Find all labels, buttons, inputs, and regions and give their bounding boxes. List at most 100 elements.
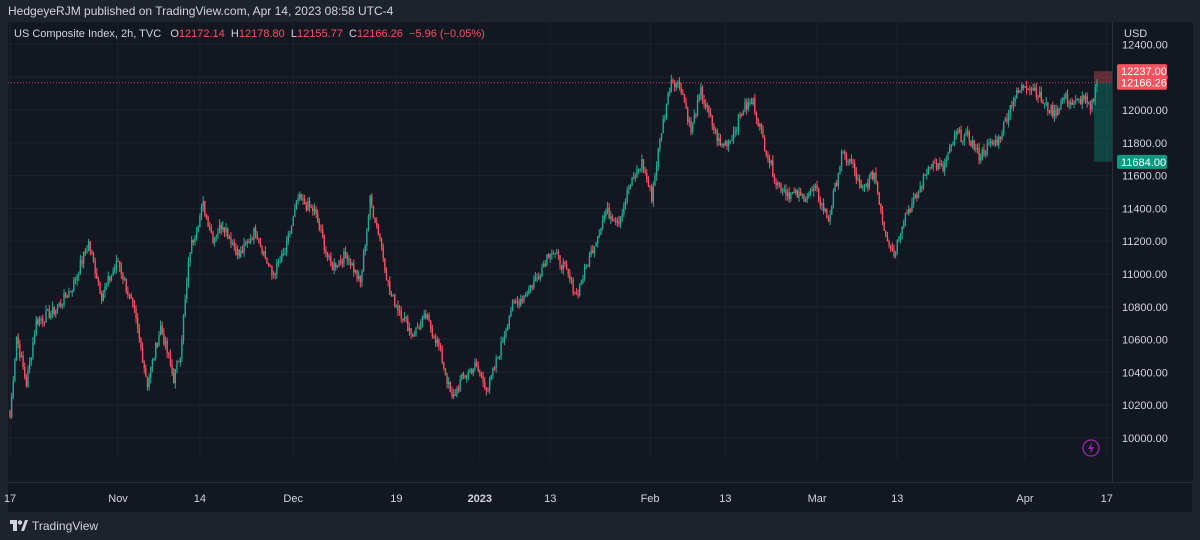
candle-body <box>603 215 605 221</box>
candle-body <box>700 87 702 96</box>
candle-body <box>567 269 569 274</box>
candle-body <box>380 239 383 248</box>
candle-body <box>891 248 894 251</box>
price-scale[interactable] <box>1112 22 1193 482</box>
candle-body <box>741 114 743 116</box>
y-tick-label: 12000.00 <box>1122 105 1168 117</box>
candle-body <box>632 176 635 178</box>
candle-body <box>231 243 234 245</box>
candle-body <box>176 361 178 370</box>
time-scale[interactable] <box>8 482 1192 513</box>
candle-body <box>171 364 173 373</box>
candle-body <box>623 205 625 215</box>
candle-body <box>105 283 108 287</box>
candle-body <box>785 189 787 196</box>
candle-body <box>168 353 170 356</box>
candle-body <box>243 243 245 253</box>
candle-body <box>606 207 609 212</box>
candle-body <box>921 186 923 189</box>
candle-body <box>539 276 542 279</box>
candle-body <box>166 340 168 354</box>
candle-body <box>282 253 285 255</box>
candle-body <box>20 355 23 358</box>
x-tick-label: 2023 <box>468 493 492 505</box>
candle-body <box>631 177 633 186</box>
change-value: −5.96 (−0.05%) <box>408 28 485 40</box>
y-tick-label: 10200.00 <box>1122 400 1168 412</box>
candle-body <box>932 162 934 168</box>
candle-body <box>387 280 389 282</box>
candle-body <box>814 184 817 189</box>
candle-body <box>513 301 515 303</box>
candle-body <box>1083 95 1085 100</box>
y-tick-label: 12400.00 <box>1122 39 1168 51</box>
y-tick-label: 10000.00 <box>1122 433 1168 445</box>
candle-body <box>809 189 812 194</box>
candle-body <box>385 271 388 281</box>
candle-body <box>199 215 201 228</box>
candle-body <box>1053 109 1056 117</box>
candle-body <box>459 380 461 391</box>
candle-body <box>331 265 334 271</box>
candle-body <box>565 263 568 270</box>
candle-body <box>382 247 384 259</box>
candle-body <box>186 281 188 299</box>
candle-body <box>1037 97 1039 99</box>
candle-body <box>207 216 209 227</box>
candle-body <box>456 388 458 396</box>
candle-body <box>980 157 982 161</box>
candle-body <box>177 361 180 363</box>
y-tick-label: 10400.00 <box>1122 367 1168 379</box>
candle-body <box>816 184 818 190</box>
candle-body <box>407 318 409 331</box>
low-value: 12155.77 <box>297 28 343 40</box>
candle-body <box>341 261 344 264</box>
lightning-icon[interactable] <box>1082 439 1100 457</box>
candle-body <box>263 251 265 254</box>
candle-body <box>1052 105 1054 117</box>
y-tick-label: 10600.00 <box>1122 335 1168 347</box>
candle-body <box>115 260 118 269</box>
candle-body <box>204 201 206 215</box>
candle-body <box>439 345 442 348</box>
candle-body <box>104 286 106 293</box>
candle-body <box>510 310 512 317</box>
candle-body <box>61 304 64 306</box>
candle-body <box>276 262 278 275</box>
candle-body <box>745 102 748 110</box>
candle-body <box>952 144 954 146</box>
candle-body <box>233 243 235 248</box>
candle-body <box>590 250 592 256</box>
candle-body <box>749 102 751 104</box>
candle-body <box>328 256 330 258</box>
candle-body <box>223 227 226 233</box>
candle-body <box>362 252 365 272</box>
tradingview-logo[interactable]: TradingView <box>10 519 98 533</box>
candle-body <box>554 253 556 255</box>
candle-body <box>503 336 506 342</box>
candle-body <box>269 265 271 267</box>
candle-body <box>608 207 610 219</box>
candle-body <box>353 263 355 273</box>
candle-body <box>430 320 432 329</box>
candle-body <box>695 115 697 117</box>
candle-body <box>46 309 49 311</box>
candle-body <box>100 293 103 301</box>
candle-body <box>652 185 655 202</box>
candle-body <box>755 112 758 119</box>
candle-body <box>626 190 628 202</box>
candle-body <box>621 214 623 217</box>
candle-body <box>248 241 250 243</box>
candle-body <box>832 191 835 207</box>
candle-body <box>844 151 846 156</box>
candle-body <box>266 257 268 264</box>
candle-body <box>610 216 612 219</box>
price-badge-label: 12237.00 <box>1121 66 1167 78</box>
candle-body <box>222 227 224 230</box>
candle-body <box>146 376 149 388</box>
candle-body <box>1012 101 1015 107</box>
candle-body <box>220 224 222 230</box>
candle-body <box>1006 118 1008 122</box>
candle-body <box>312 207 314 212</box>
